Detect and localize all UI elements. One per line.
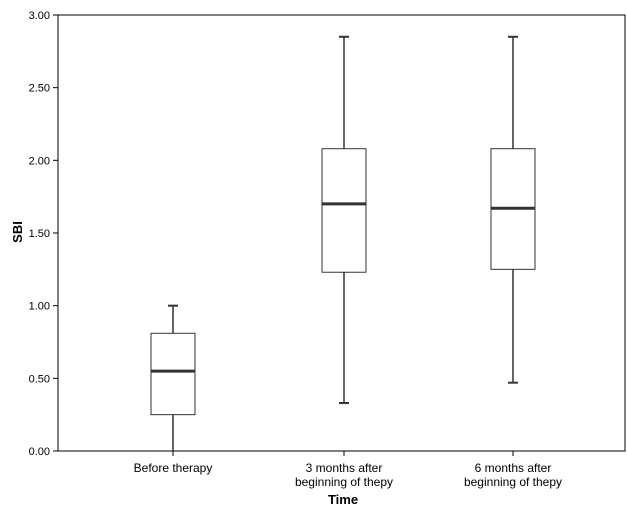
y-tick-label: 0.50: [29, 373, 50, 385]
x-axis-title: Time: [328, 492, 358, 507]
box-1: [150, 304, 196, 451]
box-3: [490, 35, 536, 384]
y-tick-label: 0.00: [29, 446, 50, 458]
y-axis-title: SBI: [10, 221, 25, 243]
x-category-label: 6 months after: [475, 461, 552, 475]
x-category-label: beginning of thepy: [295, 475, 393, 489]
y-tick-label: 2.00: [29, 155, 50, 167]
iqr-box: [150, 332, 196, 416]
box-2: [321, 35, 367, 405]
x-category-label: 3 months after: [306, 461, 383, 475]
y-tick-label: 1.50: [29, 228, 50, 240]
x-category-label: Before therapy: [134, 461, 213, 475]
y-tick-label: 3.00: [29, 10, 50, 22]
iqr-box: [321, 148, 367, 273]
y-axis-ticks: 0.00 0.50 1.00 1.50 2.00 2.50 3.00: [29, 10, 58, 458]
y-tick-label: 2.50: [29, 83, 50, 95]
boxes: [150, 35, 536, 451]
x-category-label: beginning of thepy: [464, 475, 562, 489]
y-tick-label: 1.00: [29, 301, 50, 313]
